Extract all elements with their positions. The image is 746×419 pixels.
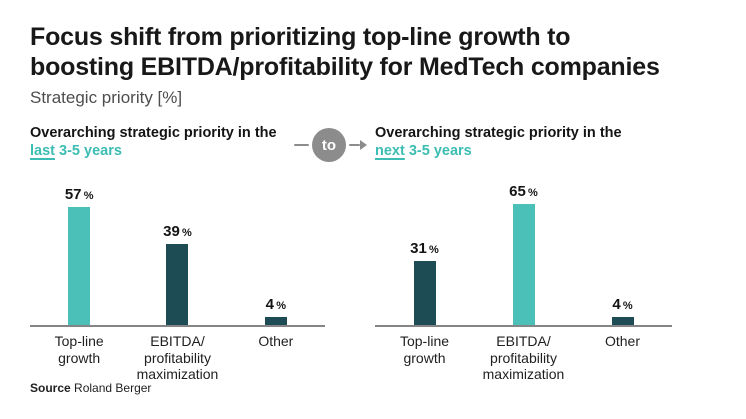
bar-column: 4 % <box>573 183 672 325</box>
page-title: Focus shift from prioritizing top-line g… <box>30 22 660 82</box>
plot: 31 % 65 % 4 % <box>375 183 672 325</box>
value-label: 57 % <box>64 186 94 203</box>
bar-column: 65 % <box>474 183 573 325</box>
connector-dash-line <box>294 143 309 147</box>
left-period-underlined: last <box>30 143 55 159</box>
page-title-line1: Focus shift from prioritizing top-line g… <box>30 23 571 51</box>
category-row: Top-line growth EBITDA/profitability maximi… <box>30 327 325 383</box>
right-chart-header-line1: Overarching strategic priority in the <box>375 125 622 141</box>
right-chart-header-period: next 3-5 years <box>375 142 645 160</box>
bar-column: 57 % <box>30 183 128 325</box>
bar <box>512 204 535 325</box>
left-period-rest: 3-5 years <box>55 143 122 159</box>
source-text: Roland Berger <box>74 381 152 395</box>
x-axis-line <box>30 325 325 327</box>
bar-chart-next-years: 31 % 65 % 4 % Top-line growth EBITDA/profita… <box>375 183 672 383</box>
bar <box>68 207 91 325</box>
x-axis-line <box>375 325 672 327</box>
value-label: 39 % <box>163 223 192 240</box>
category-row: Top-line growth EBITDA/profitability maximi… <box>375 327 672 383</box>
bar <box>413 261 436 325</box>
right-period-underlined: next <box>375 143 405 159</box>
page-subtitle: Strategic priority [%] <box>30 88 183 107</box>
plot: 57 % 39 % 4 % <box>30 183 325 325</box>
bar-chart-last-years: 57 % 39 % 4 % Top-line growth EBITDA/profita… <box>30 183 325 383</box>
to-circle-badge: to <box>312 128 346 162</box>
bar <box>264 317 287 325</box>
right-period-rest: 3-5 years <box>404 143 472 159</box>
category-label: Top-line growth <box>54 333 104 366</box>
bar-column: 4 % <box>227 183 325 325</box>
arrow-right-icon <box>349 140 367 150</box>
bar <box>611 317 634 325</box>
source-line: Source Roland Berger <box>30 381 151 395</box>
bar-column: 31 % <box>375 183 474 325</box>
category-label: EBITDA/profitability maximization <box>482 333 565 382</box>
category-label: Other <box>258 333 294 349</box>
page-title-line2: boosting EBITDA/profitability for MedTec… <box>30 53 660 81</box>
bar-column: 39 % <box>128 183 226 325</box>
value-label: 4 % <box>612 296 633 313</box>
source-prefix: Source <box>30 381 71 395</box>
bar <box>166 244 189 325</box>
category-label: Top-line growth <box>399 333 450 366</box>
value-label: 65 % <box>509 183 538 200</box>
right-chart-header: Overarching strategic priority in the ne… <box>375 124 645 160</box>
to-connector: to <box>294 127 376 163</box>
left-chart-header: Overarching strategic priority in the la… <box>30 124 300 160</box>
value-label: 4 % <box>265 296 286 313</box>
value-label: 31 % <box>410 240 439 257</box>
left-chart-header-line1: Overarching strategic priority in the <box>30 125 277 141</box>
category-label: EBITDA/profitability maximization <box>136 333 219 382</box>
left-chart-header-period: last 3-5 years <box>30 142 300 160</box>
category-label: Other <box>604 333 640 349</box>
